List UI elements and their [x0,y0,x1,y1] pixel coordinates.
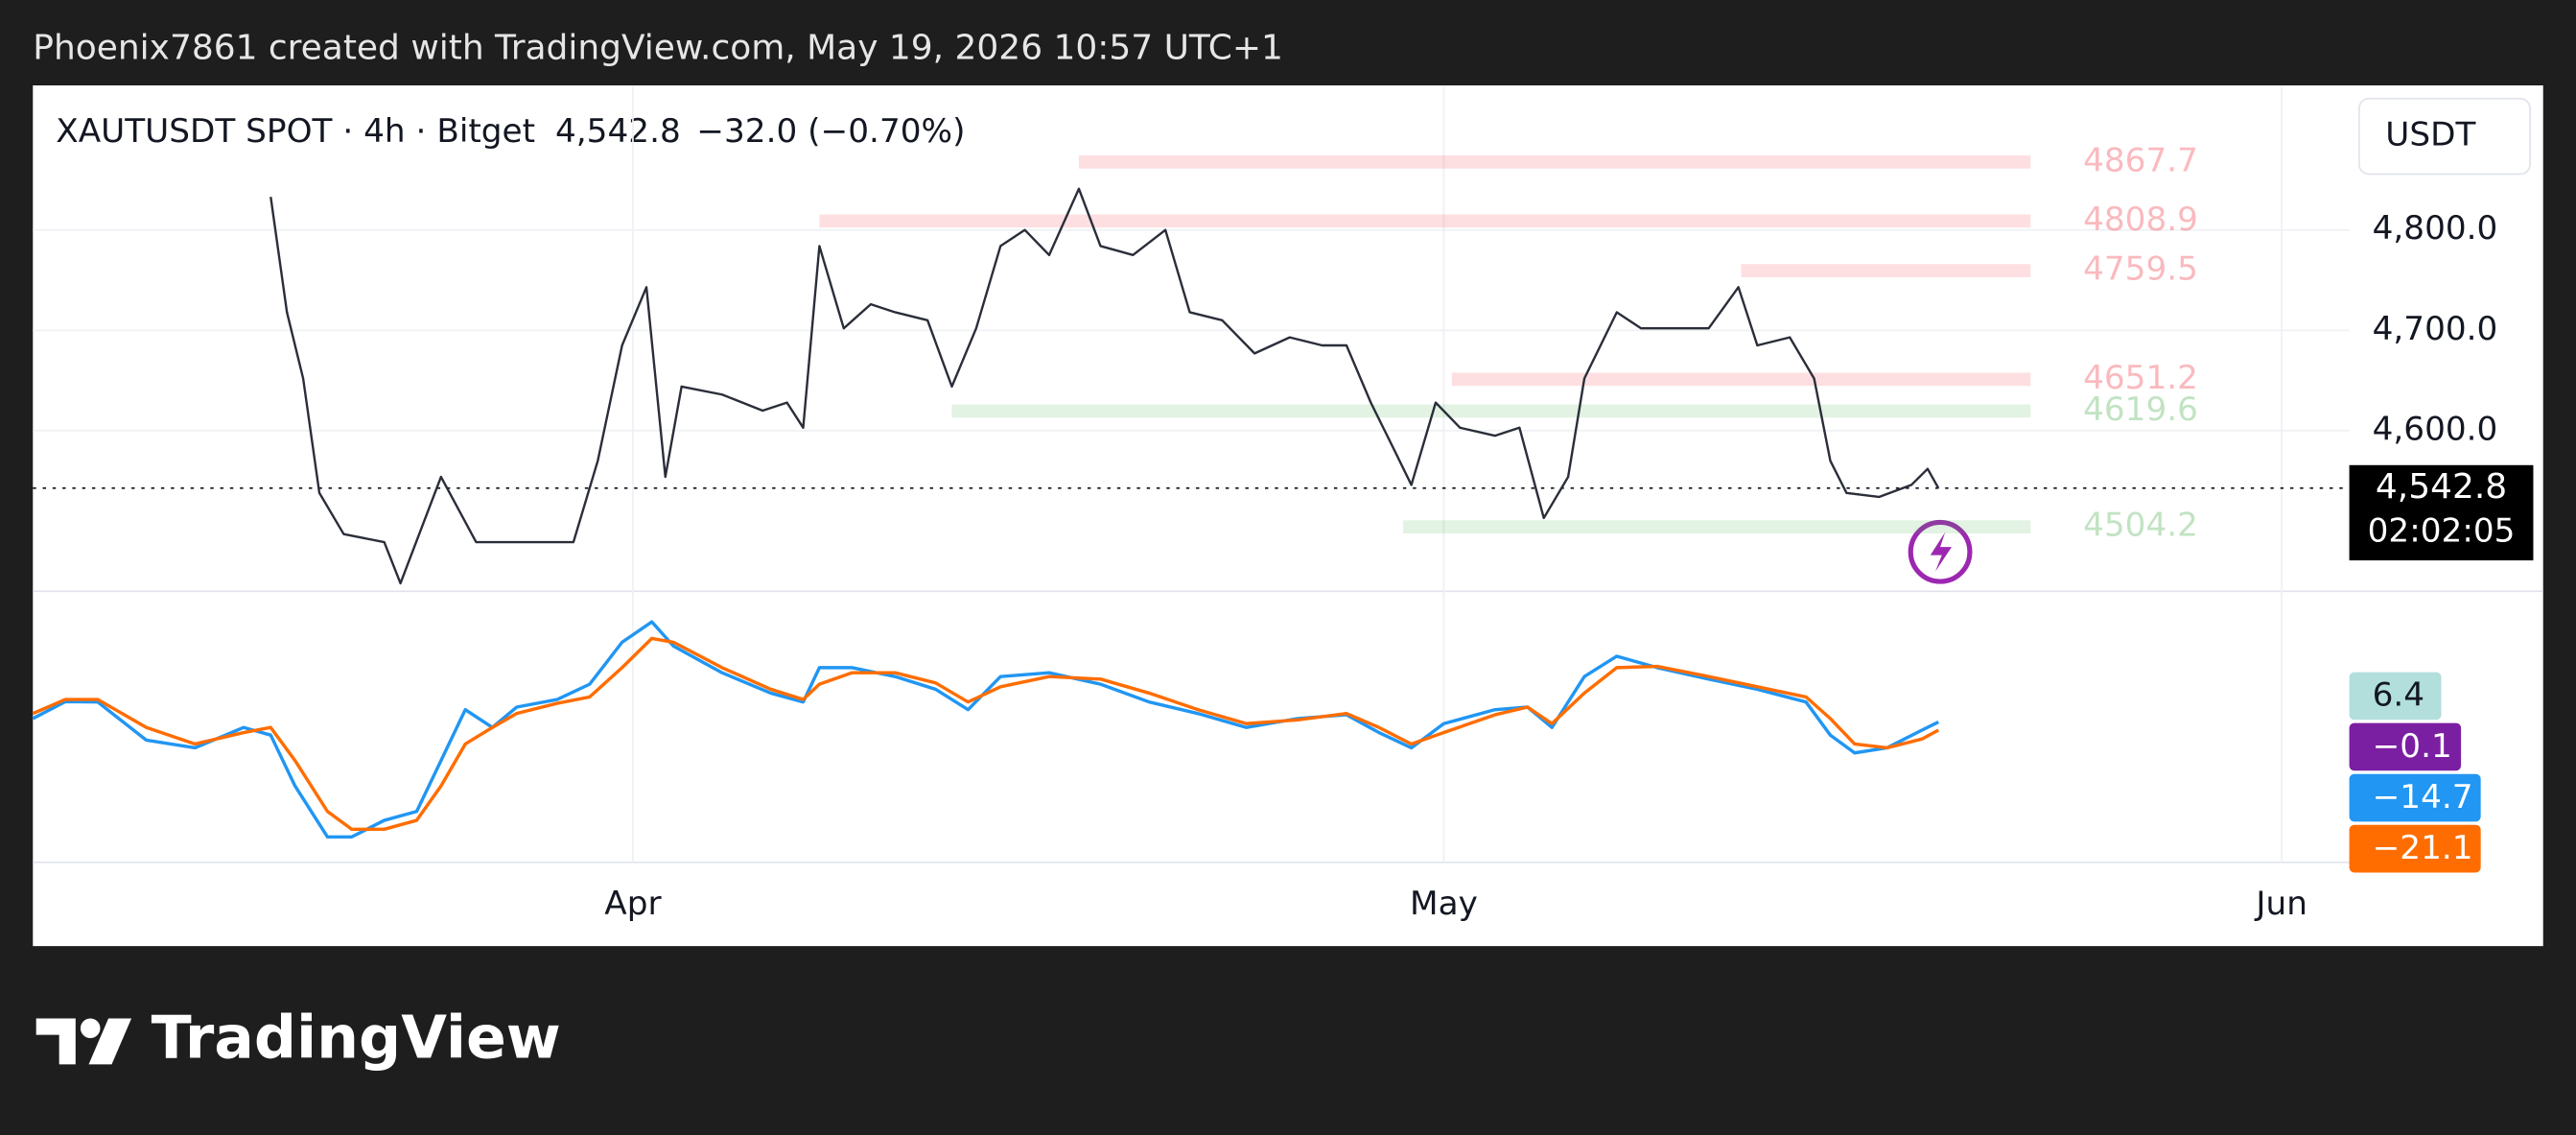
last-price-badge [2349,464,2534,561]
logo: TradingView [35,1004,561,1073]
logo-mark-dot [80,1018,101,1038]
series-line [269,187,1940,585]
indicator-badge-label: −0.1 [2373,727,2452,766]
currency: USDT [2385,116,2476,154]
indicator-badge-label: 6.4 [2373,676,2425,715]
watermark: Phoenix7861 created with TradingView.com… [33,28,1283,67]
currency-button[interactable] [2358,97,2531,176]
zone-label: 4651.2 [2083,359,2198,397]
chart-area [33,85,2543,947]
zone-label: 4759.5 [2083,250,2198,289]
zone [1741,264,2031,277]
indicator-badge [2349,722,2462,771]
x-tick-label: Apr [604,885,662,923]
indicator-badge [2349,773,2481,822]
series-line [32,636,1940,832]
indicator-badge [2349,672,2442,721]
indicator-badge-label: −21.1 [2373,829,2473,867]
alert-bolt [1930,532,1953,572]
zone [1078,155,2031,169]
plot-layer: Apr May Jun 4,600.0 4,700.0 4,800.0 4867.7 4808… [32,85,2534,923]
zone [1451,372,2031,387]
series-line [32,620,1939,839]
zone [819,214,2031,228]
zone-label: 4504.2 [2083,507,2198,545]
x-tick-label: May [1410,885,1478,923]
header-change: −32.0 (−0.70%) [696,112,965,151]
logo-text: TradingView [152,1004,561,1073]
y-tick-label: 4,600.0 [2373,410,2498,448]
symbol-title: XAUTUSDT SPOT · 4h · Bitget [56,112,535,151]
indicator-badge-label: −14.7 [2373,778,2473,816]
zone [951,404,2031,418]
indicator-badge [2349,824,2481,873]
countdown: 02:02:05 [2368,512,2516,551]
header-price: 4,542.8 [555,112,681,151]
zone [1403,520,2031,534]
x-tick-label: Jun [2254,885,2307,923]
last-price-label: 4,542.8 [2376,467,2507,507]
logo-mark-slash [88,1018,132,1065]
alert-icon[interactable] [1908,519,1973,584]
y-tick-label: 4,800.0 [2373,209,2498,248]
zone-label: 4867.7 [2083,141,2198,179]
zone-label: 4808.9 [2083,201,2198,239]
zone-label: 4619.6 [2083,390,2198,429]
y-tick-label: 4,700.0 [2373,310,2498,348]
logo-mark-t [35,1018,76,1065]
